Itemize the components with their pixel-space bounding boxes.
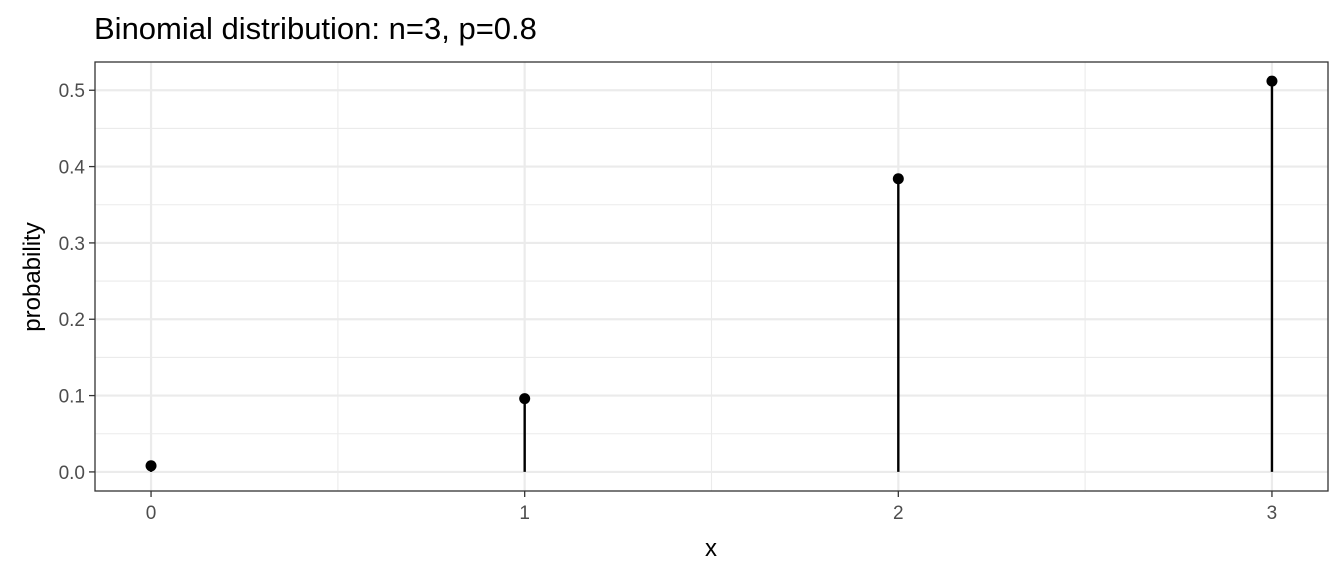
x-axis-title: x: [705, 535, 717, 562]
chart-title: Binomial distribution: n=3, p=0.8: [94, 11, 537, 46]
probability-point: [145, 460, 157, 472]
x-tick-label: 3: [1267, 503, 1278, 524]
x-tick-label: 2: [893, 503, 904, 524]
y-tick-label: 0.1: [59, 387, 85, 408]
y-tick-label: 0.2: [59, 310, 85, 331]
y-tick-label: 0.4: [59, 158, 86, 179]
probability-point: [1266, 75, 1278, 87]
probability-point: [892, 173, 904, 185]
y-tick-label: 0.0: [59, 463, 85, 484]
probability-point: [519, 393, 531, 405]
grid: [95, 62, 1328, 491]
x-tick-label: 1: [519, 503, 530, 524]
x-tick-label: 0: [146, 503, 157, 524]
y-tick-label: 0.5: [59, 81, 85, 102]
axes: 0 1 2 3 0.0 0.1 0.2 0.3 0.4 0.5: [59, 81, 1278, 524]
y-tick-label: 0.3: [59, 234, 85, 255]
y-axis-title: probability: [19, 222, 46, 331]
data-marks: [145, 75, 1278, 472]
plot-panel: [94, 61, 1329, 492]
